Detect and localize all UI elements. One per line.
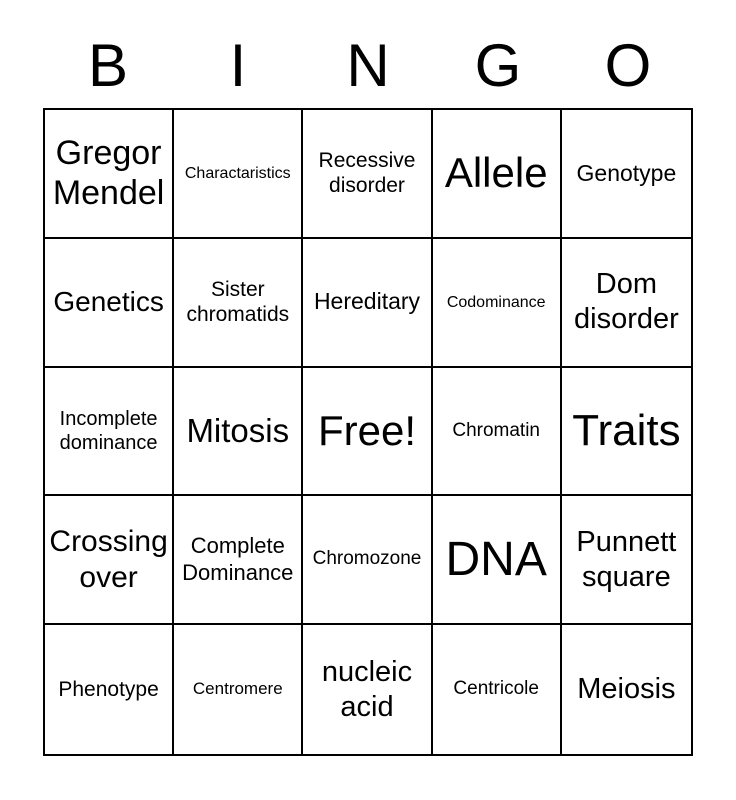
bingo-cell[interactable]: nucleic acid [303,625,433,754]
bingo-title: B I N G O [43,28,693,104]
bingo-cell[interactable]: Charactaristics [174,110,304,239]
bingo-cell[interactable]: Hereditary [303,238,433,368]
bingo-title-letter-g: G [474,32,522,99]
bingo-cell[interactable]: DNA [432,496,562,626]
bingo-cell[interactable]: Mitosis [174,367,304,497]
bingo-cell[interactable]: Incomplete dominance [45,367,175,497]
bingo-cell[interactable]: Genotype [561,110,691,239]
bingo-cell[interactable]: Recessive disorder [303,110,433,239]
bingo-cell[interactable]: Complete Dominance [174,496,304,626]
bingo-cell-free[interactable]: Free! [303,367,433,497]
bingo-cell[interactable]: Gregor Mendel [45,110,175,239]
bingo-cell[interactable]: Traits [561,368,691,497]
bingo-cell[interactable]: Chromozone [303,496,433,626]
bingo-cell[interactable]: Centricole [433,625,562,754]
bingo-cell[interactable]: Phenotype [45,625,175,754]
bingo-title-letter-n: N [346,32,390,99]
bingo-cell[interactable]: Genetics [45,238,175,368]
bingo-cell[interactable]: Centromere [174,625,304,754]
bingo-cell[interactable]: Dom disorder [561,239,691,368]
bingo-cell[interactable]: Codominance [432,238,562,368]
bingo-title-letter-o: O [604,32,652,99]
bingo-cell[interactable]: Meiosis [577,673,676,706]
bingo-cell[interactable]: Sister chromatids [174,238,304,368]
bingo-title-letter-i: I [229,32,247,99]
bingo-cell[interactable]: Crossing over [45,496,175,626]
bingo-cell[interactable]: Allele [432,110,562,239]
bingo-title-letter-b: B [87,32,129,99]
bingo-cell[interactable]: Punnett square [561,496,691,626]
bingo-cell[interactable]: Chromatin [432,367,562,497]
bingo-grid: Gregor Mendel Charactaristics Recessive … [43,108,693,756]
